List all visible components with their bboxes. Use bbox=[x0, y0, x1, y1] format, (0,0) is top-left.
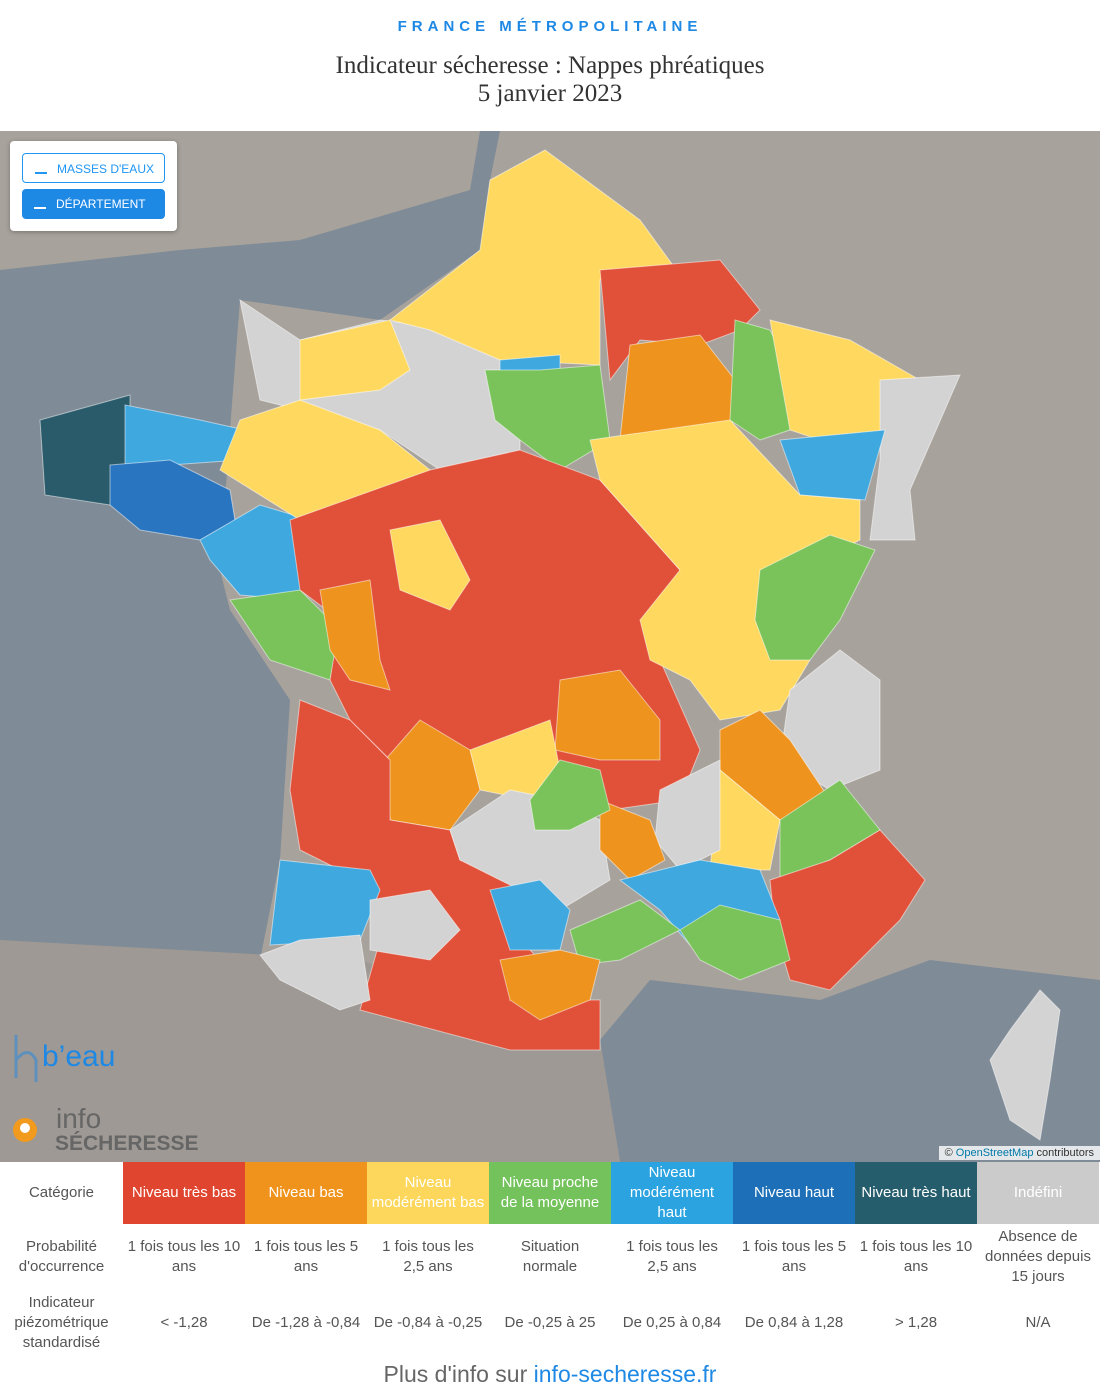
category-cell: Niveau très bas bbox=[123, 1162, 245, 1224]
indicator-cell: > 1,28 bbox=[894, 1314, 938, 1331]
button-label: DÉPARTEMENT bbox=[56, 197, 146, 211]
indicator-cell: De -1,28 à -0,84 bbox=[251, 1314, 361, 1331]
category-cell: Niveau proche de la moyenne bbox=[489, 1162, 611, 1224]
probability-cell: 1 fois tous les 10 ans bbox=[859, 1238, 973, 1275]
probability-cell: 1 fois tous les 2,5 ans bbox=[626, 1238, 718, 1275]
category-cell: Indéfini bbox=[977, 1162, 1099, 1224]
control-panel: MASSES D'EAUX DÉPARTEMENT bbox=[10, 141, 177, 231]
probability-cell: 1 fois tous les 10 ans bbox=[127, 1238, 241, 1275]
region-label: FRANCE MÉTROPOLITAINE bbox=[397, 18, 703, 35]
attribution: © OpenStreetMap contributors bbox=[938, 1146, 1100, 1160]
footer: Plus d'info sur info-secheresse.fr bbox=[0, 1361, 1100, 1388]
attribution-link[interactable]: OpenStreetMap bbox=[955, 1147, 1034, 1159]
footer-link[interactable]: info-secheresse.fr bbox=[533, 1361, 717, 1387]
indicator-cell: De -0,84 à -0,25 bbox=[373, 1314, 483, 1331]
probability-cell: 1 fois tous les 5 ans bbox=[253, 1238, 359, 1275]
logo-hubeau: b’eau bbox=[42, 1040, 115, 1073]
indicator-cell: De 0,84 à 1,28 bbox=[744, 1314, 844, 1331]
icon bbox=[34, 198, 46, 209]
footer-prefix: Plus d'info sur bbox=[383, 1361, 528, 1387]
logos: b’eau info SÉCHERESSE bbox=[13, 1035, 199, 1155]
map[interactable]: b’eau info SÉCHERESSE MASSES D'EAUX DÉPA… bbox=[0, 131, 1100, 1162]
indicator-cell: < -1,28 bbox=[160, 1314, 208, 1331]
category-cell: Niveau haut bbox=[733, 1162, 855, 1224]
button[interactable]: MASSES D'EAUX bbox=[22, 153, 165, 183]
button-label: MASSES D'EAUX bbox=[57, 162, 154, 176]
indicator-cell: De -0,25 à 25 bbox=[504, 1314, 596, 1331]
row-header: Catégorie bbox=[28, 1184, 95, 1201]
category-cell: Niveau bas bbox=[245, 1162, 367, 1224]
indicator-cell: De 0,25 à 0,84 bbox=[622, 1314, 722, 1331]
probability-cell: Absence de données depuis 15 jours bbox=[985, 1228, 1091, 1285]
attribution-suffix: contributors bbox=[1036, 1147, 1094, 1159]
date: 5 janvier 2023 bbox=[477, 80, 623, 107]
logo-pin bbox=[20, 1123, 30, 1133]
probability-cell: 1 fois tous les 2,5 ans bbox=[382, 1238, 474, 1275]
button[interactable]: DÉPARTEMENT bbox=[22, 189, 165, 219]
icon bbox=[35, 163, 47, 174]
category-cell: Niveau très haut bbox=[855, 1162, 977, 1224]
departments bbox=[39, 149, 1061, 1141]
logo-shape bbox=[14, 1035, 38, 1082]
indicator-cell: N/A bbox=[1025, 1314, 1051, 1331]
logo-secheresse: SÉCHERESSE bbox=[55, 1132, 199, 1155]
probability-cell: Situation normale bbox=[520, 1238, 580, 1275]
attribution-prefix: © bbox=[944, 1147, 953, 1159]
row-header: Indicateur piézométrique standardisé bbox=[14, 1294, 109, 1351]
title-block: Indicateur sécheresse : Nappes phréatiqu… bbox=[0, 52, 1100, 108]
logo-info: info bbox=[56, 1103, 101, 1134]
map-svg: b’eau info SÉCHERESSE bbox=[0, 131, 1100, 1162]
category-cell: Niveau modérément haut bbox=[611, 1162, 733, 1224]
category-cell: Niveau modérément bas bbox=[367, 1162, 489, 1224]
probability-cell: 1 fois tous les 5 ans bbox=[741, 1238, 847, 1275]
row-header: Probabilité d'occurrence bbox=[18, 1238, 105, 1275]
title: Indicateur sécheresse : Nappes phréatiqu… bbox=[335, 52, 765, 79]
legend-table: Catégorie Niveau très bas Niveau bas Niveau… bbox=[0, 1162, 1100, 1356]
